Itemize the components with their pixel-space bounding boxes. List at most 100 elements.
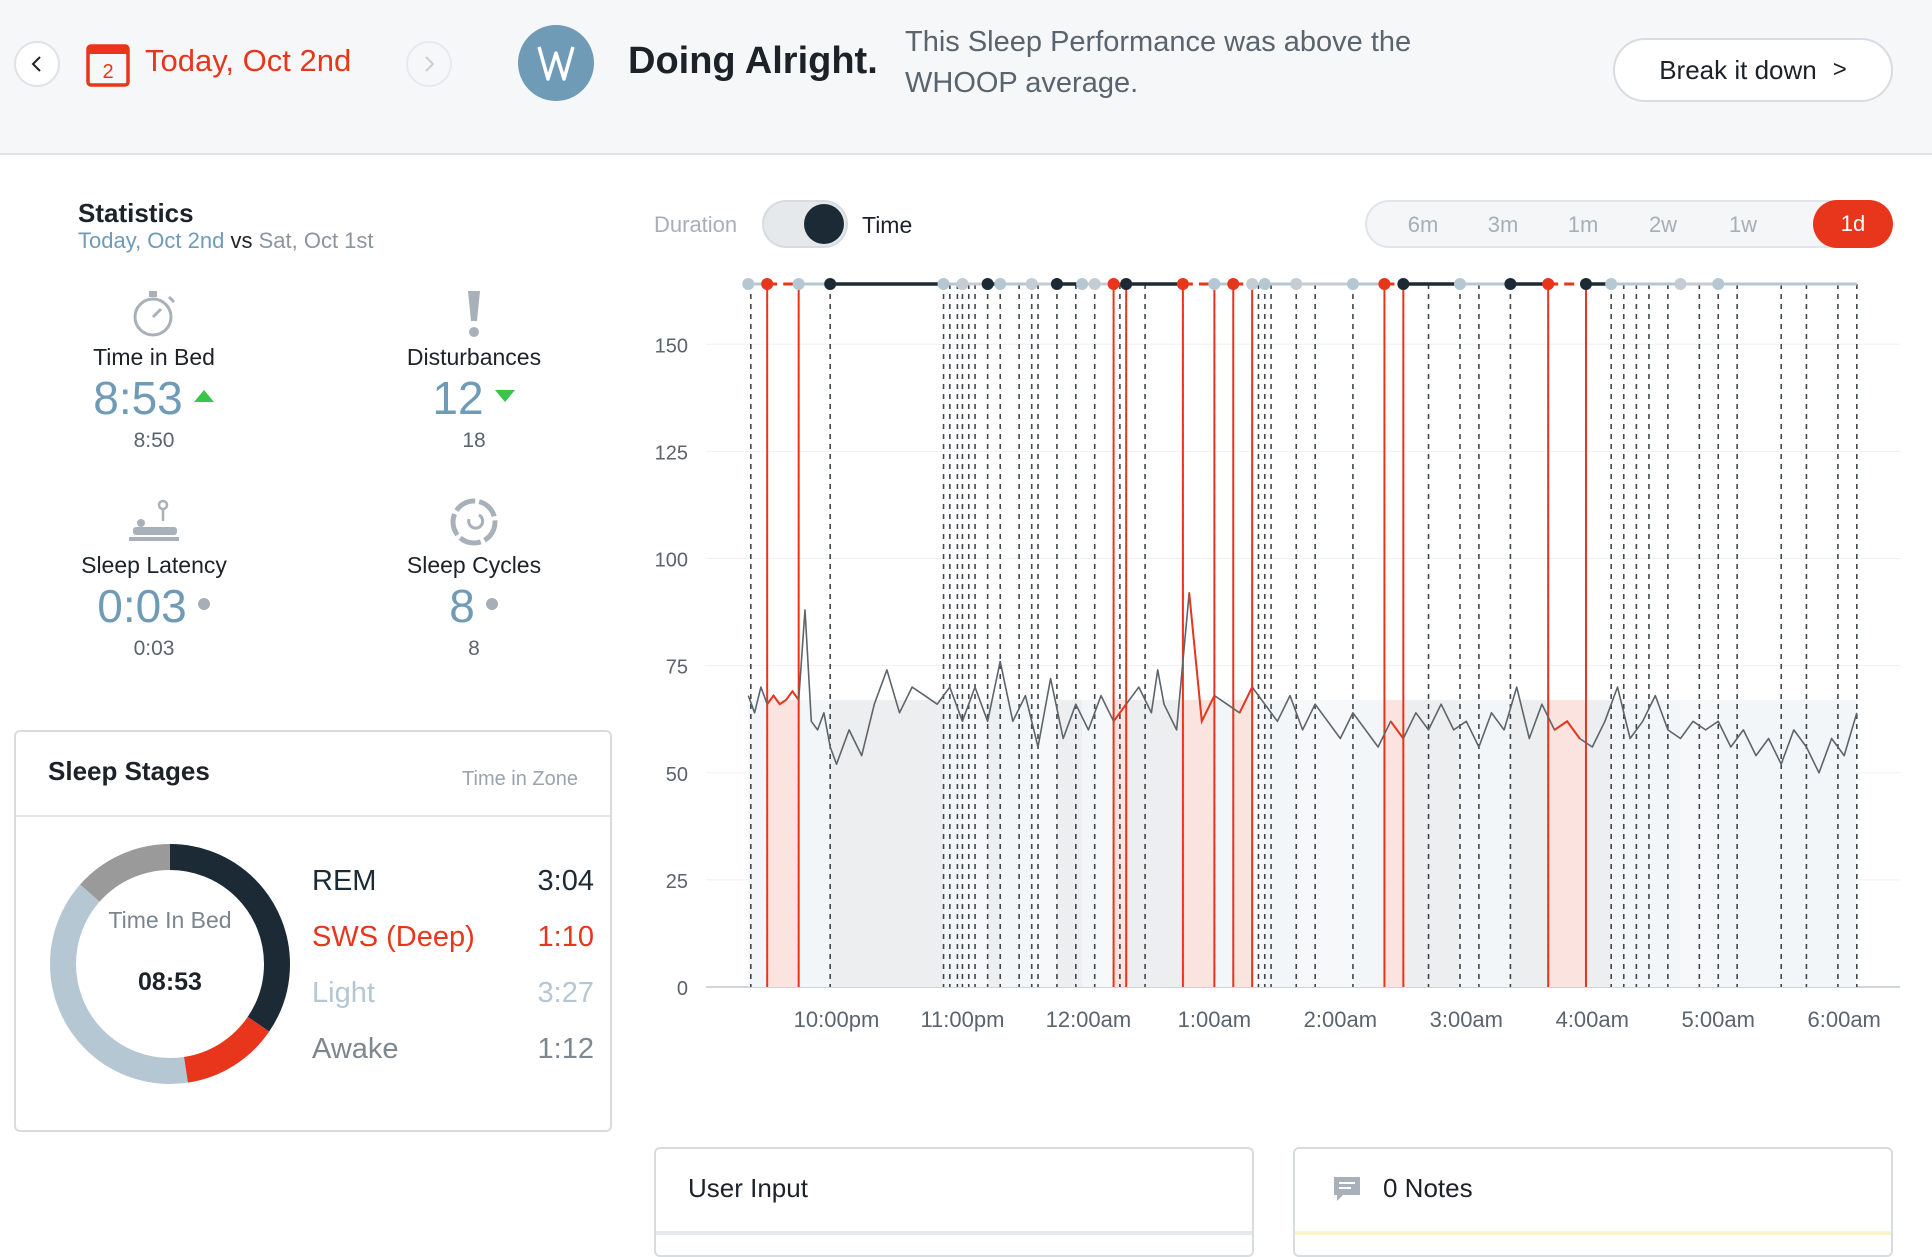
stage-fill-rem [1510, 699, 1549, 987]
range-6m[interactable]: 6m [1407, 212, 1439, 237]
stage-fill-deep [1182, 699, 1215, 987]
time-in-zone-label: Time in Zone [462, 768, 578, 790]
stat-time-in-bed: Time in Bed 8:53 8:50 [34, 286, 274, 453]
calendar-day: 2 [102, 61, 113, 83]
bed-icon [34, 494, 274, 550]
heart-rate-deep-segment [1112, 703, 1128, 722]
timeline-dot-light [1605, 278, 1618, 290]
range-1m[interactable]: 1m [1567, 212, 1599, 237]
timeline-dot-rem [1579, 278, 1592, 290]
timeline-dot-deep [1542, 278, 1555, 290]
timeline-dot-deep [1378, 278, 1391, 290]
stage-fill-deep [1113, 699, 1127, 987]
timeline-dot-rem [1050, 278, 1063, 290]
range-selector: 6m 3m 1m 2w 1w 1d [1365, 200, 1893, 248]
y-tick-label: 25 [666, 871, 688, 893]
stat-value: 8 [449, 580, 475, 632]
range-1w[interactable]: 1w [1728, 212, 1758, 237]
timeline-dot-rem [981, 278, 994, 290]
previous-day-button[interactable] [14, 41, 60, 87]
timeline-dot-awake [956, 278, 969, 290]
performance-headline: Doing Alright. [628, 40, 878, 82]
top-bar: 2 Today, Oct 2nd Doing Alright. This Sle… [0, 0, 1932, 155]
notes-card[interactable]: 0 Notes [1293, 1147, 1893, 1257]
duration-time-toggle[interactable] [762, 200, 848, 248]
stage-fill-light [1611, 699, 1681, 987]
timeline-dot-awake [1088, 278, 1101, 290]
chevron-right-icon: > [1832, 56, 1847, 83]
vs-label: vs [230, 228, 253, 253]
stage-fill-deep [1548, 699, 1586, 987]
donut-segment-light [50, 844, 290, 1084]
y-tick-label: 50 [666, 764, 688, 786]
stage-time: 3:27 [537, 977, 594, 1009]
stage-fill-rem [1056, 699, 1083, 987]
stat-disturbances: Disturbances 12 18 [354, 286, 594, 453]
exclamation-icon [354, 286, 594, 342]
user-input-card[interactable]: User Input [654, 1147, 1254, 1257]
y-tick-label: 75 [666, 657, 688, 679]
range-2w[interactable]: 2w [1648, 212, 1678, 237]
timeline-dot-light [994, 278, 1007, 290]
calendar-icon[interactable]: 2 [86, 41, 130, 87]
duration-label[interactable]: Duration [654, 212, 738, 237]
statistics-comparison: Today, Oct 2nd vs Sat, Oct 1st [78, 228, 374, 254]
timeline-dot-light [1454, 278, 1467, 290]
chevron-right-icon [425, 56, 435, 72]
stage-fill-light [1082, 699, 1095, 987]
stage-fill-light [1718, 699, 1857, 987]
timeline-dot-light [1076, 278, 1089, 290]
timeline-dot-light [1712, 278, 1725, 290]
date-label[interactable]: Today, Oct 2nd [145, 43, 352, 78]
chevron-left-icon [31, 56, 41, 72]
heart-rate-line [747, 592, 1858, 774]
x-tick-label: 11:00pm [920, 1007, 1004, 1032]
stat-value: 0:03 [97, 580, 187, 632]
stage-fill-awake [1680, 699, 1719, 987]
stage-name: Light [312, 977, 375, 1009]
timeline-dot-awake [1025, 278, 1038, 290]
stage-fill-awake [1094, 699, 1114, 987]
stage-fill-rem [987, 699, 1001, 987]
stat-previous-value: 8 [468, 637, 480, 660]
stage-fill-rem [1126, 699, 1183, 987]
x-tick-label: 1:00am [1178, 1007, 1251, 1032]
timeline-dot-rem [1397, 278, 1410, 290]
timeline-dot-light [742, 278, 755, 290]
stage-fill-light [1214, 699, 1234, 987]
stat-label: Time in Bed [93, 344, 215, 370]
sleep-stages-donut [50, 844, 290, 1084]
sleep-stages-title: Sleep Stages [48, 756, 210, 786]
stat-value: 8:53 [93, 372, 183, 424]
timeline-dot-awake [1290, 278, 1303, 290]
range-1d[interactable]: 1d [1813, 200, 1893, 248]
heart-rate-deep-segment [1238, 686, 1254, 714]
timeline-dot-rem [1120, 278, 1133, 290]
y-tick-label: 150 [655, 335, 688, 357]
stat-label: Sleep Cycles [406, 552, 542, 578]
stage-fill-awake [1296, 699, 1353, 987]
y-tick-label: 125 [655, 442, 688, 464]
toggle-knob [804, 204, 844, 244]
donut-center: Time In Bed 08:53 [48, 842, 292, 1086]
stage-fill-light [748, 699, 768, 987]
stage-fill-rem [1403, 699, 1461, 987]
timeline-dot-light [1346, 278, 1359, 290]
stage-fill-light [1000, 699, 1032, 987]
divider [1295, 1231, 1891, 1235]
time-label[interactable]: Time [862, 212, 913, 238]
whoop-logo [518, 25, 594, 101]
heart-rate-deep-segment [1389, 720, 1405, 740]
stage-fill-rem [830, 699, 944, 987]
stat-label: Sleep Latency [81, 552, 227, 578]
stopwatch-icon [34, 286, 274, 342]
trend-same-icon [485, 597, 498, 610]
stage-time: 1:12 [537, 1033, 594, 1065]
whoop-w-icon [537, 46, 575, 81]
timeline-dot-rem [1504, 278, 1517, 290]
range-3m[interactable]: 3m [1487, 212, 1519, 237]
stat-previous-value: 0:03 [133, 637, 175, 660]
stat-previous-value: 8:50 [133, 429, 175, 452]
break-it-down-button[interactable]: Break it down > [1613, 38, 1893, 102]
next-day-button[interactable] [406, 41, 452, 87]
